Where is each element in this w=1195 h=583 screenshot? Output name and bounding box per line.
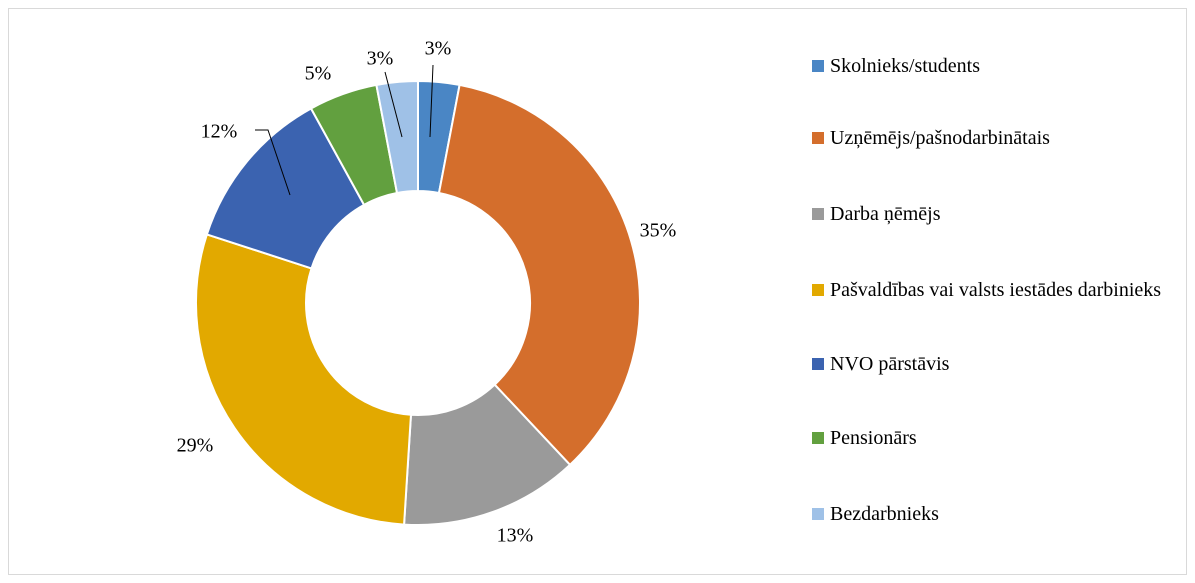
leader-line (429, 64, 434, 138)
legend-item: Uzņēmējs/pašnodarbinātais (812, 124, 1190, 152)
data-label: 12% (201, 121, 238, 143)
legend-label: Pensionārs (830, 427, 917, 449)
legend-item: Skolnieks/students (812, 52, 1190, 80)
legend-label: Pašvaldības vai valsts iestādes darbinie… (830, 279, 1162, 301)
legend-item: Pensionārs (812, 424, 1190, 452)
legend-swatch (812, 132, 824, 144)
legend-item: Darba ņēmējs (812, 200, 1190, 228)
donut-slice (437, 83, 641, 467)
legend-label: Uzņēmējs/pašnodarbinātais (830, 127, 1050, 149)
donut-slice (375, 79, 419, 195)
legend-swatch (812, 208, 824, 220)
data-label: 13% (497, 525, 534, 547)
legend-swatch (812, 284, 824, 296)
data-label: 29% (177, 435, 214, 457)
data-label: 3% (425, 38, 452, 60)
data-label: 35% (640, 220, 677, 242)
legend-swatch (812, 358, 824, 370)
legend-label: Bezdarbnieks (830, 503, 939, 525)
legend-swatch (812, 432, 824, 444)
leader-line (384, 71, 403, 138)
data-label: 5% (305, 63, 332, 85)
legend-item: Pašvaldības vai valsts iestādes darbinie… (812, 276, 1190, 304)
legend-label: NVO pārstāvis (830, 353, 950, 375)
legend-item: NVO pārstāvis (812, 350, 1190, 378)
legend-item: Bezdarbnieks (812, 500, 1190, 528)
data-label: 3% (367, 48, 394, 70)
legend-label: Skolnieks/students (830, 55, 981, 77)
donut-slice (195, 233, 413, 526)
leader-line (255, 129, 291, 196)
legend-label: Darba ņēmējs (830, 203, 941, 225)
legend-swatch (812, 508, 824, 520)
legend-swatch (812, 60, 824, 72)
